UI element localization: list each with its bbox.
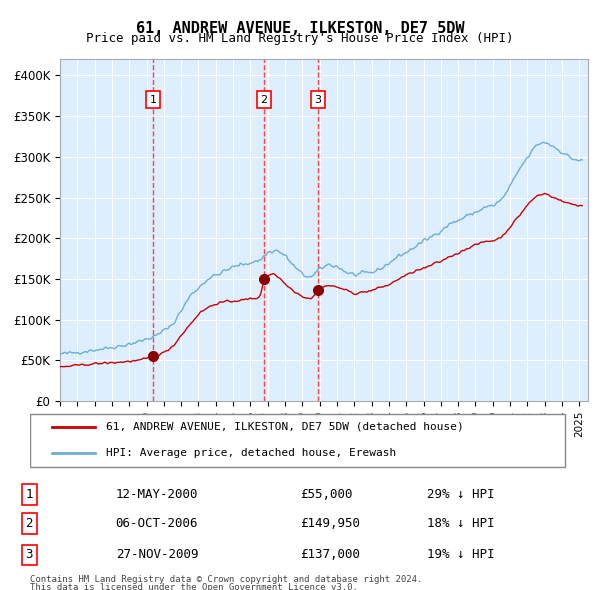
Text: 18% ↓ HPI: 18% ↓ HPI — [427, 517, 494, 530]
Text: Price paid vs. HM Land Registry's House Price Index (HPI): Price paid vs. HM Land Registry's House … — [86, 32, 514, 45]
Text: HPI: Average price, detached house, Erewash: HPI: Average price, detached house, Erew… — [106, 448, 396, 457]
Text: £149,950: £149,950 — [300, 517, 360, 530]
Text: This data is licensed under the Open Government Licence v3.0.: This data is licensed under the Open Gov… — [30, 583, 358, 590]
Text: £137,000: £137,000 — [300, 548, 360, 561]
Text: 1: 1 — [26, 488, 33, 501]
Text: 27-NOV-2009: 27-NOV-2009 — [116, 548, 198, 561]
Text: Contains HM Land Registry data © Crown copyright and database right 2024.: Contains HM Land Registry data © Crown c… — [30, 575, 422, 584]
Text: 61, ANDREW AVENUE, ILKESTON, DE7 5DW: 61, ANDREW AVENUE, ILKESTON, DE7 5DW — [136, 21, 464, 35]
Text: 06-OCT-2006: 06-OCT-2006 — [116, 517, 198, 530]
Text: 19% ↓ HPI: 19% ↓ HPI — [427, 548, 494, 561]
Text: 3: 3 — [314, 95, 322, 105]
FancyBboxPatch shape — [30, 414, 565, 467]
Text: 2: 2 — [26, 517, 33, 530]
Text: 61, ANDREW AVENUE, ILKESTON, DE7 5DW (detached house): 61, ANDREW AVENUE, ILKESTON, DE7 5DW (de… — [106, 422, 463, 431]
Text: 12-MAY-2000: 12-MAY-2000 — [116, 488, 198, 501]
Text: 29% ↓ HPI: 29% ↓ HPI — [427, 488, 494, 501]
Text: £55,000: £55,000 — [300, 488, 353, 501]
Text: 1: 1 — [149, 95, 157, 105]
Text: 2: 2 — [260, 95, 268, 105]
Text: 3: 3 — [26, 548, 33, 561]
